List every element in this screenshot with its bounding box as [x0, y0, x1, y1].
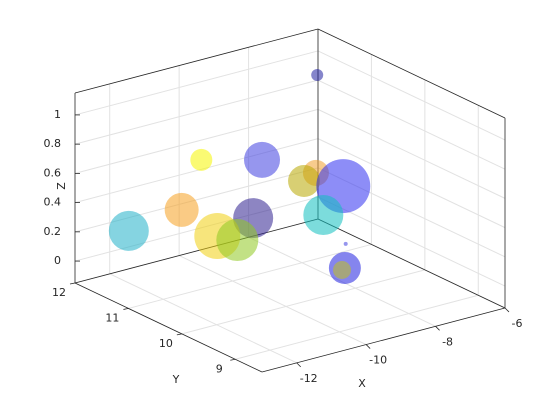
- x-tick-label: -8: [442, 335, 453, 348]
- bubble: [311, 69, 324, 82]
- grid-line: [128, 243, 372, 309]
- grid-line: [317, 108, 506, 199]
- grid-line: [74, 79, 319, 145]
- z-tick-label: 0: [54, 254, 61, 267]
- x-axis-label: X: [358, 377, 366, 390]
- bubble: [343, 241, 348, 246]
- z-tick-label: 0.2: [44, 225, 62, 238]
- bubble: [244, 141, 281, 178]
- grid-line: [235, 294, 479, 360]
- z-tick-label: 0.4: [44, 196, 62, 209]
- y-tick-label: 9: [216, 362, 223, 375]
- z-tick-label: 0.6: [44, 166, 62, 179]
- grid-line: [74, 50, 319, 116]
- y-tick-label: 10: [159, 337, 173, 350]
- x-tick: [365, 344, 371, 349]
- z-axis-label: Z: [55, 182, 68, 190]
- axis-box: [317, 218, 506, 309]
- bubble: [332, 260, 351, 279]
- bubble: [108, 210, 149, 251]
- z-tick-label: 1: [54, 108, 61, 121]
- grid-line: [181, 269, 425, 335]
- z-tick-label: 0.8: [44, 137, 62, 150]
- x-tick: [435, 326, 440, 331]
- axis-box: [317, 28, 506, 119]
- x-tick-label: -10: [369, 354, 387, 367]
- y-tick: [69, 282, 76, 285]
- grid-line: [178, 255, 367, 346]
- y-tick-label: 11: [105, 311, 119, 324]
- bubble: [288, 165, 321, 198]
- grid-line: [317, 79, 506, 170]
- grid-line: [317, 138, 506, 229]
- bubble: [190, 148, 213, 171]
- y-tick: [230, 358, 236, 361]
- axis-box: [74, 28, 319, 94]
- y-tick-label: 12: [52, 286, 66, 299]
- bubble: [164, 192, 199, 227]
- grid-line: [74, 138, 319, 204]
- axis-box: [74, 282, 263, 373]
- y-tick: [176, 333, 182, 336]
- bubble: [303, 195, 344, 236]
- grid-line: [109, 273, 297, 364]
- bubble: [216, 219, 259, 262]
- x-tick: [504, 307, 510, 313]
- axis-box: [74, 218, 319, 284]
- grid-line: [74, 108, 319, 174]
- x-tick-label: -6: [512, 317, 523, 330]
- y-tick: [123, 308, 129, 310]
- x-tick: [296, 362, 301, 368]
- y-axis-label: Y: [172, 373, 180, 386]
- axis-box: [261, 307, 506, 373]
- x-tick-label: -12: [300, 372, 318, 385]
- grid-line: [317, 50, 506, 141]
